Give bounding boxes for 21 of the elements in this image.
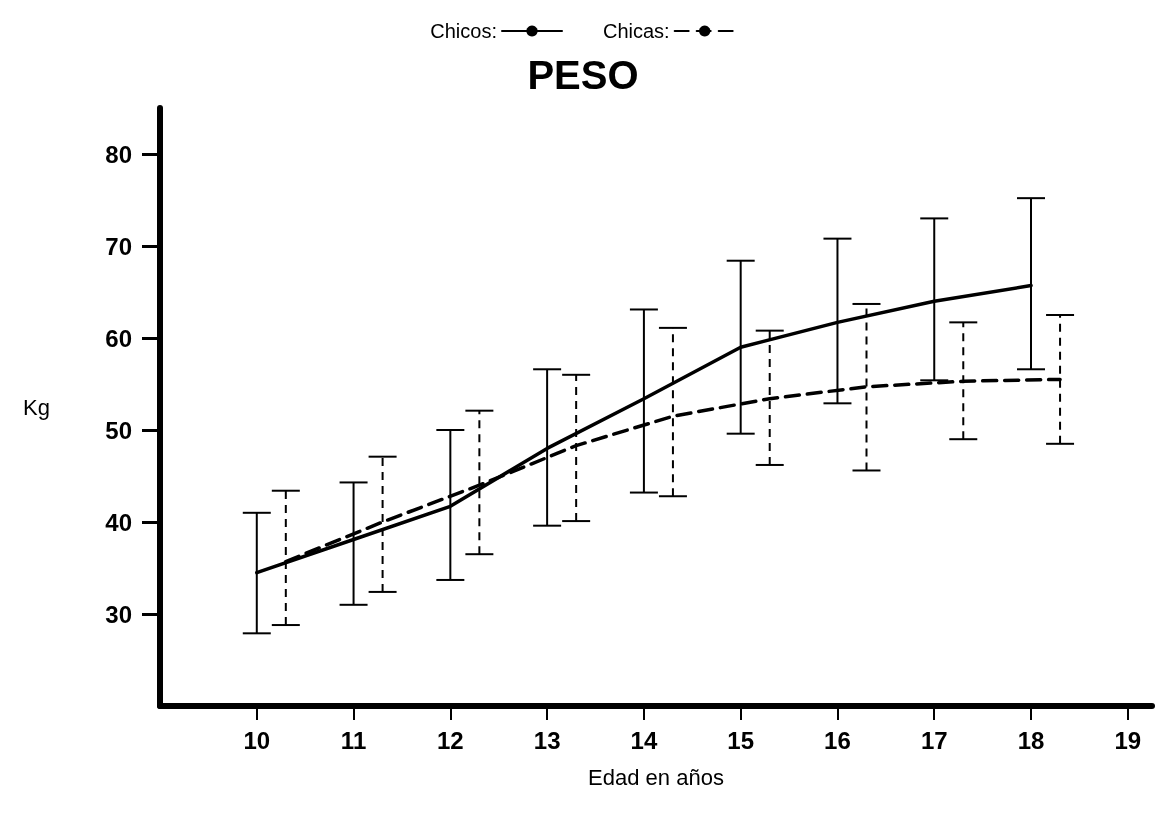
chart-title: PESO — [527, 53, 639, 97]
x-tick-label: 10 — [243, 726, 271, 754]
legend-label: Chicas: — [602, 20, 670, 42]
x-tick-label: 16 — [824, 726, 851, 754]
y-tick-label: 40 — [105, 508, 132, 536]
x-tick-label: 12 — [436, 726, 464, 754]
x-tick-label: 11 — [340, 726, 367, 754]
y-tick-label: 50 — [105, 416, 132, 444]
legend-label: Chicos: — [430, 20, 497, 42]
x-tick-label: 19 — [1114, 726, 1142, 754]
y-axis-title: Kg — [23, 394, 50, 420]
x-axis-title: Edad en años — [588, 764, 724, 790]
y-tick-label: 60 — [105, 324, 132, 352]
x-tick-label: 13 — [533, 726, 561, 754]
x-tick-label: 17 — [920, 726, 948, 754]
x-tick-label: 15 — [727, 726, 755, 754]
y-tick-label: 30 — [105, 600, 132, 628]
x-tick-label: 18 — [1017, 726, 1045, 754]
y-tick-label: 80 — [105, 140, 132, 168]
x-tick-label: 14 — [630, 726, 658, 754]
y-tick-label: 70 — [105, 232, 132, 260]
